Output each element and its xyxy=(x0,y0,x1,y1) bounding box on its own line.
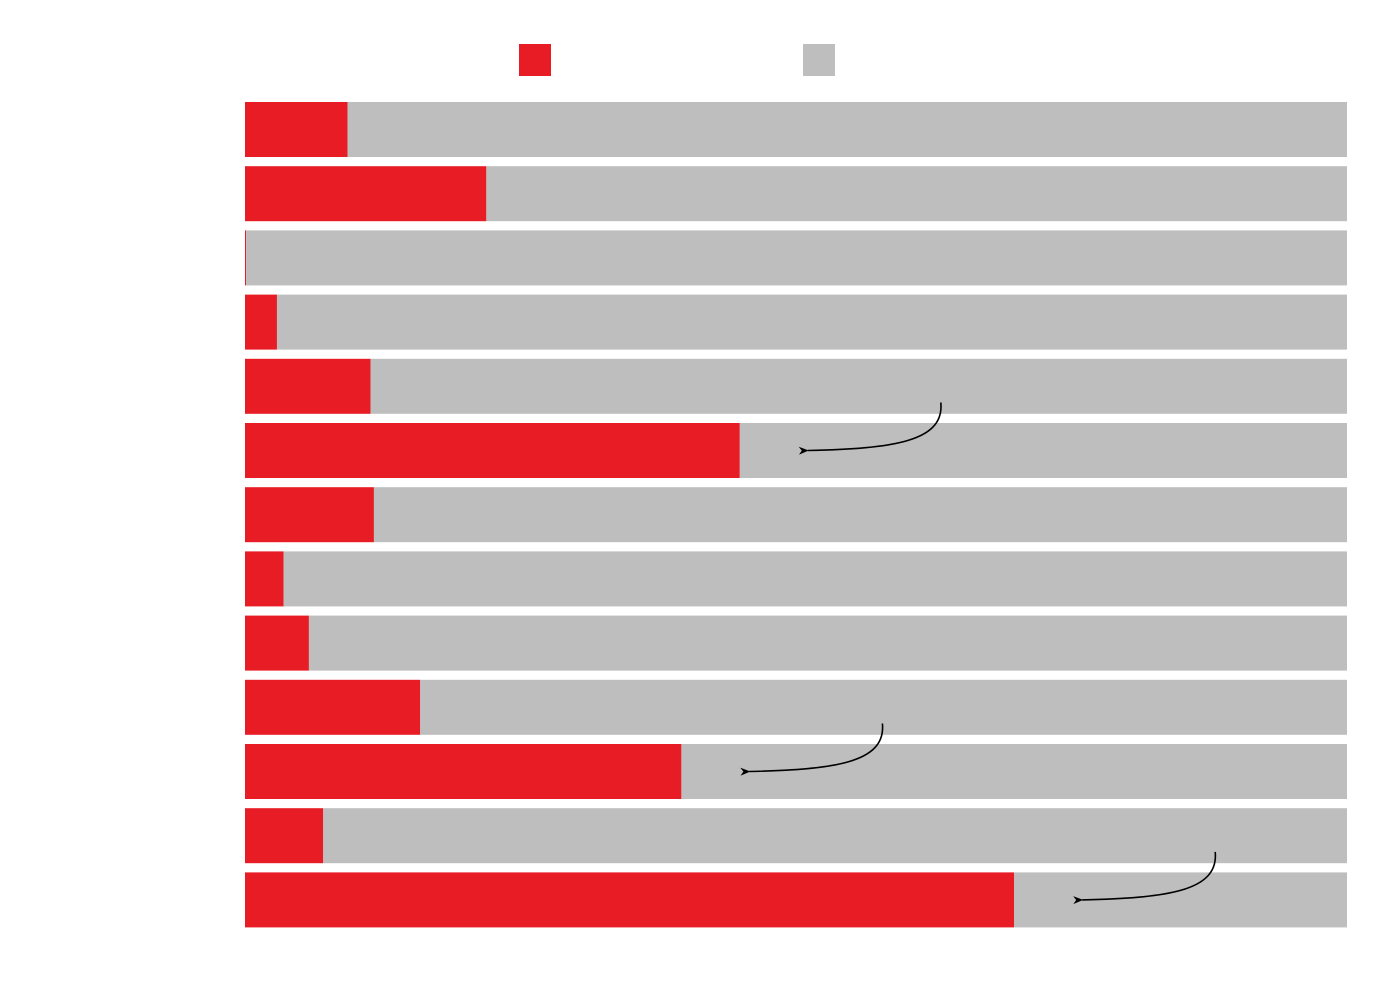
bar-remainder-8 xyxy=(308,615,1347,671)
bar-remainder-6 xyxy=(373,487,1347,543)
chart-legend xyxy=(519,44,835,76)
bar-remainder-1 xyxy=(486,166,1348,222)
bar-remainder-12 xyxy=(1014,872,1347,928)
bar-remainder-11 xyxy=(323,808,1347,864)
bar-remainder-10 xyxy=(681,744,1347,799)
bar-highlight-4 xyxy=(245,358,371,414)
bar-highlight-12 xyxy=(245,872,1015,928)
bar-remainder-3 xyxy=(276,294,1348,350)
annotation-arrow-0 xyxy=(798,402,942,455)
bar-remainder-4 xyxy=(370,358,1347,414)
bar-highlight-10 xyxy=(245,744,682,799)
legend-swatch-highlight xyxy=(519,44,551,76)
bar-highlight-3 xyxy=(245,294,277,350)
legend-swatch-remainder xyxy=(803,44,835,76)
annotation-arrow-2 xyxy=(1073,851,1217,905)
bar-remainder-0 xyxy=(347,102,1347,157)
bar-remainder-9 xyxy=(420,679,1348,735)
bar-highlight-2 xyxy=(245,230,247,286)
annotation-layer xyxy=(740,402,1217,905)
bar-highlight-1 xyxy=(245,166,487,222)
annotation-arrow-1 xyxy=(740,723,884,776)
bar-highlight-6 xyxy=(245,487,374,543)
bar-highlight-7 xyxy=(245,551,284,607)
bar-remainder-5 xyxy=(739,423,1347,478)
bar-highlight-8 xyxy=(245,615,309,671)
bar-highlight-11 xyxy=(245,808,324,864)
bar-remainder-7 xyxy=(283,551,1347,607)
bar-highlight-9 xyxy=(245,679,421,735)
bar-area xyxy=(245,102,1348,928)
bar-highlight-5 xyxy=(245,423,740,478)
bar-highlight-0 xyxy=(245,102,348,157)
bar-remainder-2 xyxy=(246,230,1348,286)
